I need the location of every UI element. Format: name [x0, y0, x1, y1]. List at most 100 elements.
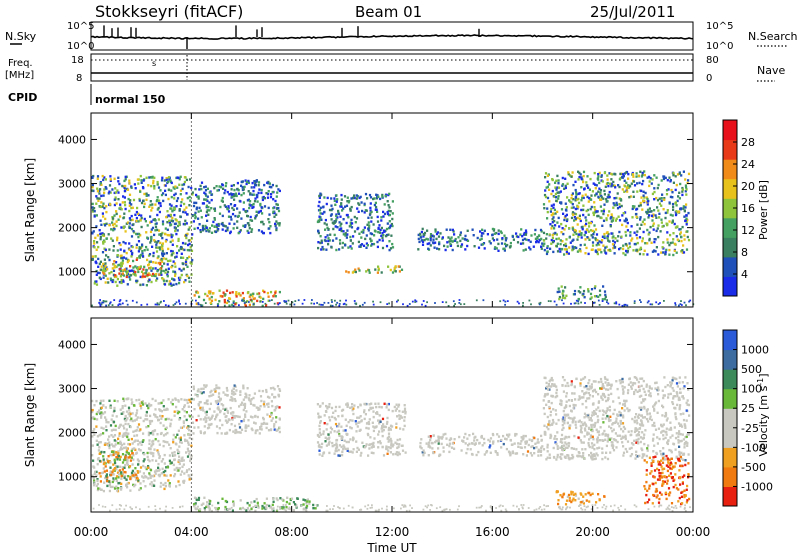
scatter-cell	[265, 388, 268, 392]
scatter-cell	[277, 395, 281, 398]
ground-scatter-cell	[408, 303, 411, 305]
scatter-cell	[594, 183, 597, 186]
scatter-cell	[367, 227, 370, 230]
scatter-cell	[524, 434, 527, 438]
scatter-cell	[152, 179, 155, 183]
scatter-cell	[259, 427, 262, 431]
scatter-cell	[557, 179, 560, 182]
scatter-cell	[190, 444, 193, 447]
velocity-scatter	[91, 318, 691, 513]
scatter-cell	[153, 218, 156, 221]
scatter-cell	[123, 179, 126, 183]
scatter-cell	[519, 442, 522, 445]
scatter-cell	[574, 196, 577, 199]
scatter-cell	[590, 234, 593, 237]
scatter-cell	[641, 416, 644, 419]
scatter-cell	[214, 298, 217, 302]
scatter-cell	[95, 412, 98, 416]
ground-scatter-cell	[549, 300, 552, 303]
scatter-cell	[266, 413, 269, 416]
scatter-cell	[595, 390, 598, 394]
scatter-cell	[356, 207, 359, 210]
scatter-cell	[231, 195, 234, 198]
scatter-cell	[159, 202, 162, 205]
scatter-cell	[142, 464, 145, 468]
ground-scatter-cell	[553, 300, 556, 303]
scatter-cell	[140, 201, 144, 205]
scatter-cell	[175, 232, 178, 236]
scatter-cell	[296, 497, 299, 500]
scatter-cell	[203, 191, 206, 194]
scatter-cell	[557, 194, 560, 198]
scatter-cell	[369, 212, 372, 215]
scatter-cell	[652, 213, 655, 216]
nsky-series-line	[90, 34, 694, 40]
scatter-cell	[400, 444, 403, 447]
scatter-cell	[318, 431, 321, 434]
scatter-cell	[563, 244, 566, 247]
scatter-cell	[379, 228, 382, 232]
scatter-cell	[571, 171, 574, 174]
scatter-cell	[206, 195, 209, 198]
scatter-cell	[552, 203, 555, 206]
scatter-cell	[425, 237, 428, 241]
scatter-cell	[661, 414, 664, 417]
scatter-cell	[560, 285, 563, 288]
scatter-cell	[214, 390, 217, 393]
scatter-cell	[527, 239, 530, 242]
scatter-cell	[388, 192, 391, 196]
scatter-cell	[626, 190, 629, 193]
scatter-cell	[557, 197, 560, 200]
scatter-cell	[137, 443, 140, 446]
scatter-cell	[130, 398, 133, 401]
scatter-cell	[507, 435, 510, 438]
scatter-cell	[237, 192, 241, 195]
scatter-cell	[135, 399, 138, 402]
scatter-cell	[190, 186, 193, 190]
scatter-cell	[151, 397, 154, 401]
scatter-cell	[149, 468, 153, 472]
scatter-cell	[397, 445, 400, 449]
ground-scatter-cell	[379, 301, 382, 304]
scatter-cell	[682, 207, 685, 210]
scatter-cell	[437, 442, 440, 445]
scatter-cell	[156, 416, 159, 419]
scatter-cell	[256, 200, 259, 203]
scatter-cell	[226, 229, 229, 232]
scatter-cell	[372, 441, 375, 445]
scatter-cell	[379, 420, 382, 423]
scatter-cell	[183, 222, 187, 226]
scatter-cell	[351, 419, 354, 422]
scatter-cell	[372, 223, 375, 226]
scatter-cell	[103, 258, 106, 261]
scatter-cell	[554, 231, 557, 235]
scatter-cell	[197, 217, 200, 220]
scatter-cell	[340, 202, 343, 205]
scatter-cell	[442, 433, 445, 436]
scatter-cell	[321, 212, 324, 215]
scatter-cell	[131, 442, 134, 445]
scatter-cell	[217, 224, 220, 227]
scatter-cell	[237, 292, 240, 296]
scatter-cell	[113, 227, 116, 231]
scatter-cell	[540, 247, 543, 250]
scatter-cell	[377, 402, 380, 405]
scatter-cell	[179, 215, 182, 218]
scatter-cell	[665, 427, 668, 430]
scatter-cell	[124, 242, 127, 245]
scatter-cell	[449, 244, 452, 247]
scatter-cell	[653, 174, 656, 177]
scatter-cell	[166, 259, 170, 263]
scatter-cell	[542, 231, 546, 235]
scatter-cell	[199, 230, 202, 234]
scatter-cell	[329, 426, 332, 429]
scatter-cell	[657, 209, 660, 212]
scatter-cell	[142, 186, 145, 190]
scatter-cell	[367, 221, 370, 224]
scatter-cell	[165, 268, 168, 271]
scatter-cell	[108, 272, 111, 275]
scatter-cell	[453, 438, 456, 441]
scatter-cell	[154, 274, 157, 277]
scatter-cell	[121, 272, 124, 275]
scatter-cell	[375, 193, 378, 196]
